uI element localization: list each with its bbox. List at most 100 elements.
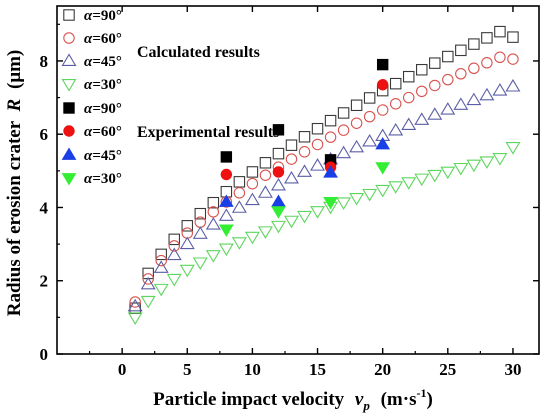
data-point <box>337 124 350 136</box>
legend-label-value: =60° <box>92 31 122 47</box>
data-point <box>153 283 169 297</box>
data-point <box>336 145 352 159</box>
data-point <box>272 124 285 136</box>
legend: α=90°Calculated resultsα=60°α=45°α=30°α=… <box>61 8 279 187</box>
legend-marker <box>61 147 77 160</box>
data-point <box>271 194 286 207</box>
data-point <box>155 248 167 261</box>
data-point <box>414 173 430 187</box>
legend-group-title: Experimental results <box>137 124 279 141</box>
x-tick-label: 25 <box>439 360 456 379</box>
data-point <box>349 192 365 206</box>
legend-marker <box>63 9 75 21</box>
data-point <box>233 176 246 188</box>
data-point <box>246 166 259 178</box>
data-point <box>168 240 180 252</box>
data-point <box>362 188 378 202</box>
plot-area-border <box>56 5 540 355</box>
data-point <box>401 117 417 131</box>
data-point <box>205 217 221 230</box>
data-point <box>270 220 286 234</box>
data-point <box>402 91 415 104</box>
data-point <box>466 92 482 106</box>
data-point <box>244 192 260 206</box>
data-point <box>427 169 443 183</box>
data-point <box>375 136 391 150</box>
data-point <box>440 166 456 180</box>
data-point <box>270 177 286 191</box>
data-point <box>414 112 430 125</box>
data-point <box>324 114 337 127</box>
y-axis-unit: (μm) <box>4 50 25 89</box>
data-point <box>507 53 519 65</box>
legend-label-alpha: α <box>84 171 93 187</box>
data-point <box>350 117 363 129</box>
y-axis-symbol: R <box>4 99 25 113</box>
y-axis-title-text: Radius of erosion crater <box>4 120 25 316</box>
data-point <box>166 273 182 287</box>
series-calculated-0 <box>129 25 519 314</box>
data-point <box>310 158 326 171</box>
legend-marker <box>63 125 75 137</box>
data-point <box>427 107 443 120</box>
data-point <box>285 153 298 165</box>
data-point <box>388 181 404 194</box>
series-experimental-4 <box>220 58 389 166</box>
data-point <box>284 215 299 229</box>
data-point <box>233 187 246 199</box>
data-point <box>218 243 234 257</box>
data-marks <box>127 25 521 325</box>
data-point <box>257 185 273 198</box>
data-point <box>284 170 299 184</box>
data-point <box>127 298 143 312</box>
series-calculated-1 <box>129 51 519 308</box>
data-point <box>207 196 220 209</box>
data-point <box>481 32 493 44</box>
data-point <box>257 226 273 239</box>
data-point <box>492 83 508 96</box>
data-point <box>298 131 311 143</box>
data-point <box>453 162 469 176</box>
data-point <box>271 206 286 219</box>
data-point <box>481 57 493 69</box>
data-point <box>231 237 247 250</box>
data-point <box>140 276 156 290</box>
legend-group-title: Calculated results <box>137 44 260 61</box>
legend-label: α=90° <box>84 8 122 24</box>
data-point <box>129 302 141 314</box>
x-axis-title-text: Particle impact velocity <box>153 389 344 410</box>
x-axis-ticks: 0 5 10 15 20 25 30 <box>88 6 521 379</box>
data-point <box>363 92 376 104</box>
data-point <box>142 273 154 285</box>
series-experimental-7 <box>218 162 391 237</box>
data-point <box>440 102 456 115</box>
data-point <box>389 77 402 90</box>
data-point <box>376 58 389 71</box>
data-point <box>336 197 352 210</box>
legend-label-value: =90° <box>92 101 122 117</box>
legend-marker <box>61 173 77 186</box>
data-point <box>140 295 156 309</box>
data-point <box>127 312 143 325</box>
legend-label: α=45° <box>84 148 122 164</box>
data-point <box>297 210 312 224</box>
data-point <box>505 142 521 155</box>
data-point <box>442 50 454 63</box>
x-tick-label: 15 <box>309 360 326 379</box>
series-calculated-3 <box>127 142 521 325</box>
legend-label: α=60° <box>84 124 122 140</box>
data-point <box>350 99 363 112</box>
x-axis-unit-prefix: (m·s <box>381 389 417 410</box>
data-point <box>220 168 233 181</box>
y-axis-title: Radius of erosion crater R (μm) <box>4 50 25 317</box>
data-point <box>324 131 337 143</box>
data-point <box>244 231 260 245</box>
x-axis-symbol-subscript: p <box>362 398 370 413</box>
data-point <box>207 206 220 218</box>
legend-marker <box>63 32 75 44</box>
data-point <box>205 250 221 263</box>
data-point <box>375 184 391 198</box>
legend-label-alpha: α <box>84 8 93 24</box>
legend-marker <box>63 102 75 114</box>
